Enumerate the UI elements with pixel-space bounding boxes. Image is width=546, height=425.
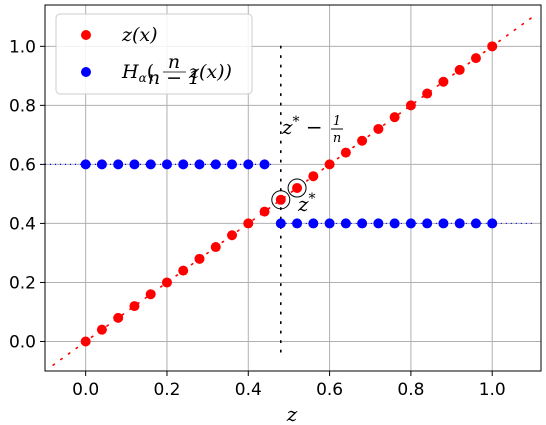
z-point — [389, 112, 400, 123]
y-tick-label: 0.0 — [9, 332, 36, 352]
diagonal-reference-line — [52, 16, 534, 366]
h-point — [227, 159, 238, 170]
z-point — [324, 159, 335, 170]
y-tick-label: 0.4 — [9, 214, 36, 234]
annotation-frac-num: 1 — [333, 114, 341, 129]
z-point — [308, 171, 319, 182]
legend-frac-den: n − 1 — [148, 67, 200, 89]
legend-box — [55, 13, 253, 95]
h-point — [454, 218, 465, 229]
z-point — [210, 242, 221, 253]
x-tick-label: 0.0 — [72, 380, 99, 400]
legend-label-h-tail: z(x)) — [188, 61, 232, 83]
h-point — [161, 159, 172, 170]
x-axis-label: z — [286, 402, 298, 425]
z-point — [129, 301, 140, 312]
legend-label-z: z(x) — [121, 24, 158, 46]
z-point — [373, 123, 384, 134]
legend: z(x) Hα( n n − 1 z(x)) — [55, 13, 253, 95]
h-point — [308, 218, 319, 229]
z-point — [96, 324, 107, 335]
highlight-ring-z-star — [287, 178, 307, 198]
h-point — [275, 218, 286, 229]
axis-ticks: 0.0 0.2 0.4 0.6 0.8 1.0 0.0 0.2 0.4 0.6 0.8 1.0 — [9, 37, 506, 400]
h-point — [210, 159, 221, 170]
y-tick-label: 1.0 — [9, 37, 36, 57]
z-point — [145, 289, 156, 300]
h-point — [438, 218, 449, 229]
h-point — [292, 218, 303, 229]
z-point — [405, 100, 416, 111]
h-point — [259, 159, 270, 170]
z-point — [80, 336, 91, 347]
h-point — [470, 218, 481, 229]
h-point — [324, 218, 335, 229]
annotation-frac-den: n — [333, 131, 341, 146]
z-point — [454, 64, 465, 75]
legend-frac-num: n — [168, 51, 180, 73]
plot-border — [44, 4, 542, 372]
h-point — [113, 159, 124, 170]
data-points — [80, 41, 498, 347]
h-point — [357, 218, 368, 229]
legend-marker-h — [81, 67, 91, 77]
h-point — [194, 159, 205, 170]
y-tick-label: 0.8 — [9, 96, 36, 116]
z-point — [357, 135, 368, 146]
x-tick-label: 0.2 — [153, 380, 180, 400]
x-tick-label: 0.8 — [397, 380, 424, 400]
y-tick-label: 0.2 — [9, 273, 36, 293]
legend-label-h: Hα( — [121, 61, 154, 85]
z-point — [438, 76, 449, 87]
z-point — [340, 147, 351, 158]
annotation-z-star-minus-inv-n: z* − 1 n — [281, 114, 343, 146]
h-point — [405, 218, 416, 229]
h-point — [389, 218, 400, 229]
z-point — [194, 253, 205, 264]
h-point — [178, 159, 189, 170]
z-point — [161, 277, 172, 288]
h-point — [487, 218, 498, 229]
z-point — [292, 183, 303, 193]
z-point — [422, 88, 433, 99]
h-point — [373, 218, 384, 229]
legend-marker-z — [81, 30, 91, 40]
z-point — [470, 53, 481, 64]
z-point — [259, 206, 270, 217]
h-point — [96, 159, 107, 170]
h-point — [422, 218, 433, 229]
x-tick-label: 1.0 — [479, 380, 506, 400]
x-tick-label: 0.4 — [235, 380, 262, 400]
h-point — [80, 159, 91, 170]
z-point — [113, 312, 124, 323]
h-point — [340, 218, 351, 229]
h-point — [145, 159, 156, 170]
h-point — [129, 159, 140, 170]
z-point — [275, 194, 286, 205]
h-point — [243, 159, 254, 170]
z-point — [178, 265, 189, 276]
z-point — [227, 230, 238, 241]
annotation-z-star-minus-inv-n-label: z* − — [281, 114, 323, 139]
highlight-ring-z-star-minus-inv-n — [271, 190, 291, 210]
x-tick-label: 0.6 — [316, 380, 343, 400]
z-point — [243, 218, 254, 229]
y-tick-label: 0.6 — [9, 155, 36, 175]
z-point — [487, 41, 498, 52]
